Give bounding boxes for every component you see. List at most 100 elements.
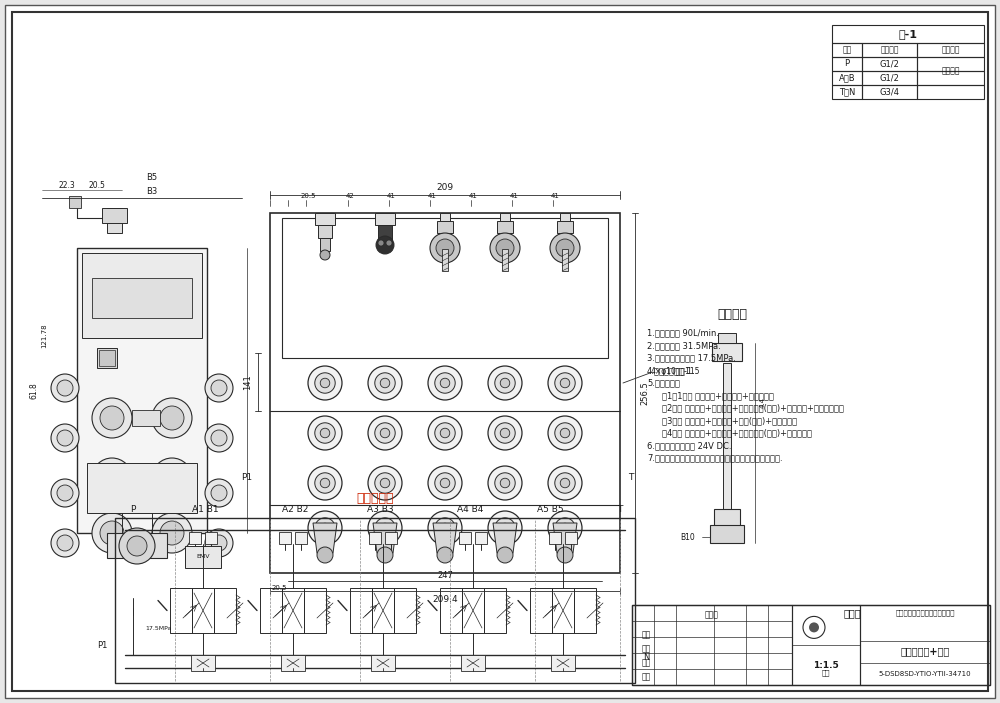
Text: G1/2: G1/2: [880, 74, 899, 82]
Bar: [115, 518, 635, 683]
Bar: [270, 213, 620, 573]
Bar: [862, 71, 917, 85]
Polygon shape: [553, 523, 577, 553]
Bar: [318, 225, 332, 238]
Bar: [565, 532, 577, 544]
Bar: [394, 588, 416, 633]
Text: 工艺: 工艺: [642, 673, 651, 681]
Bar: [99, 350, 115, 366]
Text: 141: 141: [244, 374, 252, 390]
Text: G3/4: G3/4: [880, 87, 900, 96]
Circle shape: [368, 466, 402, 500]
Circle shape: [555, 423, 575, 443]
Text: N: N: [643, 654, 649, 662]
Bar: [315, 213, 335, 225]
Circle shape: [152, 398, 192, 438]
Bar: [107, 208, 122, 233]
Circle shape: [386, 240, 392, 246]
Bar: [440, 213, 450, 221]
Circle shape: [57, 430, 73, 446]
Bar: [710, 525, 744, 543]
Circle shape: [488, 416, 522, 450]
Circle shape: [308, 511, 342, 545]
Text: 209: 209: [436, 183, 454, 193]
Circle shape: [440, 378, 450, 388]
Text: P: P: [130, 505, 136, 515]
Text: 3.安全阀调定压力： 17.5MPa.: 3.安全阀调定压力： 17.5MPa.: [647, 354, 736, 363]
Polygon shape: [313, 523, 337, 553]
Text: A、B: A、B: [839, 74, 855, 82]
Text: 209.4: 209.4: [432, 595, 458, 603]
Bar: [437, 221, 453, 233]
Circle shape: [375, 473, 395, 494]
Bar: [320, 238, 330, 251]
Circle shape: [548, 466, 582, 500]
Circle shape: [205, 529, 233, 557]
Bar: [792, 605, 860, 685]
Circle shape: [428, 511, 462, 545]
Bar: [574, 588, 596, 633]
Text: 螺纹规格: 螺纹规格: [880, 46, 899, 55]
Circle shape: [556, 239, 574, 257]
Bar: [562, 249, 568, 271]
Circle shape: [160, 466, 184, 490]
Text: B10: B10: [680, 532, 695, 541]
Circle shape: [555, 373, 575, 393]
Polygon shape: [373, 523, 397, 553]
Text: 41: 41: [387, 193, 396, 199]
Bar: [497, 221, 513, 233]
Circle shape: [92, 398, 132, 438]
Text: 审批: 审批: [642, 659, 651, 668]
Text: A3 B3: A3 B3: [367, 505, 393, 515]
Bar: [295, 532, 307, 544]
Text: T、N: T、N: [839, 87, 855, 96]
Circle shape: [495, 518, 515, 538]
Circle shape: [555, 473, 575, 494]
Circle shape: [495, 373, 515, 393]
Text: 41: 41: [551, 193, 560, 199]
Bar: [832, 57, 862, 71]
Circle shape: [57, 380, 73, 396]
Text: B5: B5: [146, 174, 158, 183]
Text: 平面密封: 平面密封: [941, 67, 960, 75]
Text: 256.5: 256.5: [640, 381, 650, 405]
Text: A2 B2: A2 B2: [282, 505, 308, 515]
Polygon shape: [433, 523, 457, 553]
Circle shape: [430, 233, 460, 263]
Circle shape: [495, 423, 515, 443]
Circle shape: [436, 239, 454, 257]
Text: 李清海: 李清海: [705, 610, 719, 619]
Circle shape: [315, 518, 335, 538]
Text: 设计: 设计: [642, 631, 651, 640]
Bar: [917, 85, 984, 99]
Bar: [369, 532, 381, 544]
Circle shape: [377, 547, 393, 563]
Text: 密封形式: 密封形式: [941, 46, 960, 55]
Circle shape: [488, 511, 522, 545]
Bar: [502, 249, 508, 271]
Circle shape: [380, 378, 390, 388]
Text: T: T: [617, 505, 623, 515]
Circle shape: [119, 528, 155, 564]
Bar: [92, 278, 192, 318]
Circle shape: [368, 511, 402, 545]
Bar: [475, 532, 487, 544]
Bar: [375, 213, 395, 225]
Circle shape: [320, 378, 330, 388]
Circle shape: [428, 466, 462, 500]
Circle shape: [315, 373, 335, 393]
Text: 4×φ10孔在115: 4×φ10孔在115: [650, 366, 700, 375]
Bar: [560, 213, 570, 221]
Text: 5-DSD8SD-YTIO-YTII-34710: 5-DSD8SD-YTIO-YTII-34710: [879, 671, 971, 677]
Circle shape: [440, 523, 450, 533]
Circle shape: [380, 428, 390, 438]
Text: 121.78: 121.78: [41, 323, 47, 348]
Text: A5 B5: A5 B5: [537, 505, 563, 515]
Circle shape: [368, 366, 402, 400]
Text: 17.5MPa: 17.5MPa: [145, 626, 171, 631]
Bar: [192, 588, 214, 633]
Circle shape: [100, 406, 124, 430]
Bar: [371, 655, 395, 671]
Circle shape: [440, 428, 450, 438]
Circle shape: [315, 423, 335, 443]
